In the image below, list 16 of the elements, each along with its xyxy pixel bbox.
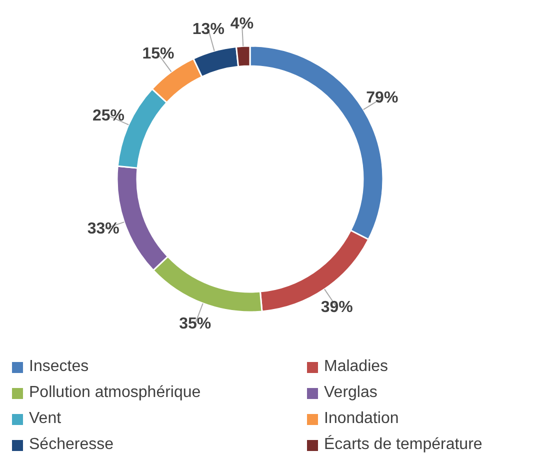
data-label: 35% (179, 315, 212, 332)
data-label: 4% (230, 16, 254, 33)
data-label: 25% (92, 107, 124, 124)
legend-label: Insectes (29, 358, 89, 376)
legend-label: Pollution atmosphérique (29, 384, 201, 402)
data-label: 79% (366, 90, 398, 107)
data-label: 13% (192, 21, 224, 38)
legend-label: Verglas (324, 384, 378, 402)
legend-label: Sécheresse (29, 436, 114, 454)
data-label: 33% (87, 220, 120, 238)
legend-label: Écarts de température (324, 436, 482, 454)
data-label: 15% (142, 46, 174, 63)
legend-label: Inondation (324, 410, 399, 428)
legend-label: Vent (29, 410, 62, 428)
legend-label: Maladies (324, 358, 388, 376)
data-label: 39% (320, 298, 353, 316)
